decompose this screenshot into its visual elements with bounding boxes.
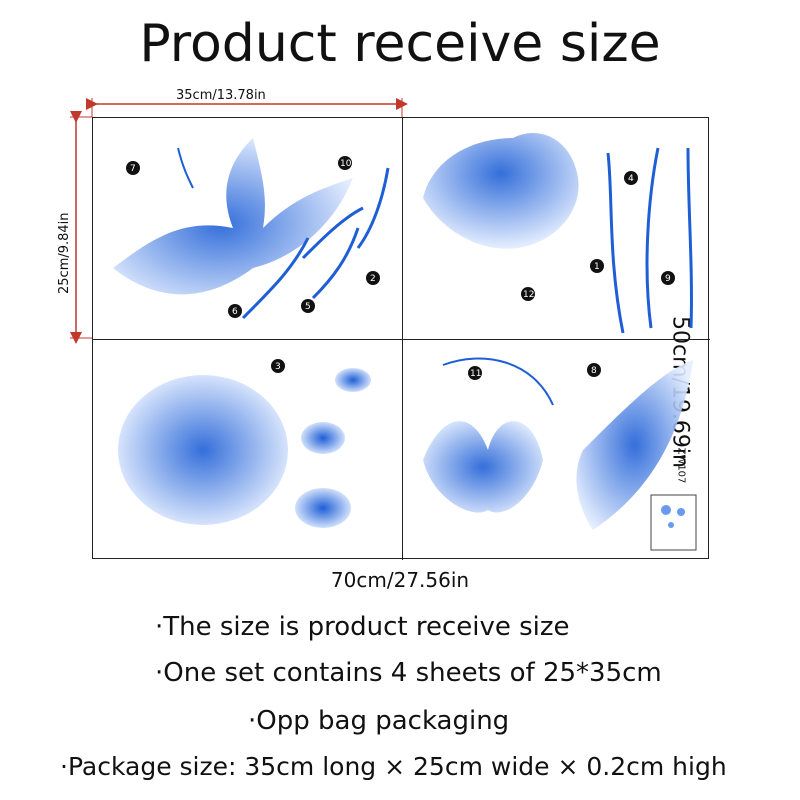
note-set-contents: ·One set contains 4 sheets of 25*35cm: [155, 658, 662, 688]
marker-6: 6: [232, 307, 238, 317]
sheet-3: 3: [93, 340, 403, 560]
lily-flower-image: 7 10 2 5 6: [113, 138, 390, 320]
marker-7: 7: [130, 164, 136, 174]
marker-11: 11: [470, 369, 481, 379]
total-width-label: 70cm/27.56in: [330, 568, 470, 592]
marker-8: 8: [591, 366, 597, 376]
note-packaging: ·Opp bag packaging: [248, 706, 510, 736]
note-package-size: ·Package size: 35cm long × 25cm wide × 0…: [60, 752, 727, 781]
lotus-flower-image: 3: [118, 359, 371, 528]
butterfly-flower-image: 11 8: [423, 357, 697, 551]
marker-1: 1: [594, 262, 600, 272]
tulip-flower-image: 4 1 9 12: [423, 132, 693, 334]
sheet-code: ZW107: [675, 447, 687, 484]
marker-12: 12: [523, 290, 534, 300]
sheet-2: 4 1 9 12: [403, 118, 710, 340]
marker-4: 4: [628, 174, 634, 184]
marker-2: 2: [370, 274, 376, 284]
sheet-width-label: 35cm/13.78in: [176, 88, 266, 103]
marker-10: 10: [340, 159, 352, 169]
sheet-height-label: 25cm/9.84in: [57, 212, 72, 294]
marker-9: 9: [665, 274, 671, 284]
marker-3: 3: [275, 362, 281, 372]
note-size: ·The size is product receive size: [155, 612, 570, 642]
marker-5: 5: [305, 302, 311, 312]
sheet-1: 7 10 2 5 6: [93, 118, 403, 340]
sticker-sheets: 7 10 2 5 6 4 1 9 12: [92, 117, 710, 560]
page-title: Product receive size: [139, 14, 661, 74]
sheet-4: 11 8 ZW107: [403, 340, 710, 560]
